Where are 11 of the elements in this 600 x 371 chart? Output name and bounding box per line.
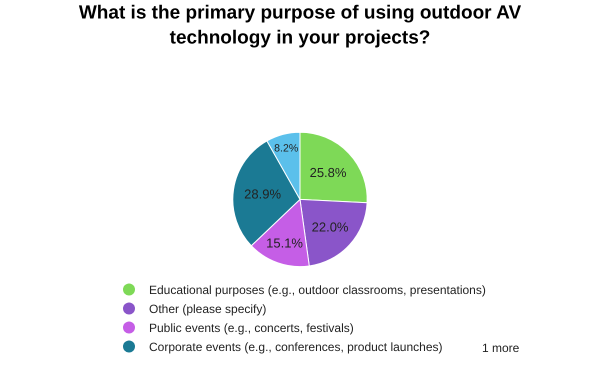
data-label: 28.9% (244, 186, 282, 202)
data-label: 25.8% (310, 165, 347, 180)
data-label: 22.0% (312, 220, 349, 235)
text: 1 more (482, 341, 520, 355)
legend-label: Educational purposes (e.g., outdoor classrooms, presentations) (149, 283, 486, 298)
data-label: 15.1% (266, 235, 304, 250)
legend-label: Other (please specify) (149, 302, 266, 316)
chart-title: What is the primary purpose of using outdoor AV technology in your projects? (78, 2, 522, 48)
legend-label: Corporate events (e.g., conferences, product launches) (149, 340, 442, 354)
legend-label: Public events (e.g., concerts, festivals) (149, 321, 354, 336)
data-label: 8.2% (274, 142, 298, 154)
